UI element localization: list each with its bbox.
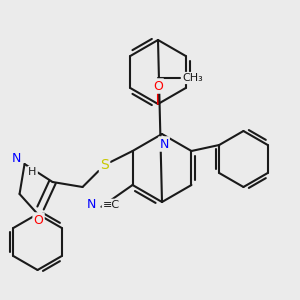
Text: O: O [34, 214, 44, 226]
Text: N: N [87, 198, 96, 211]
Text: CH₃: CH₃ [183, 73, 203, 83]
Text: N: N [159, 137, 169, 151]
Text: ≡C: ≡C [103, 200, 120, 210]
Text: H: H [28, 167, 37, 177]
Text: O: O [153, 80, 163, 92]
Text: S: S [100, 158, 109, 172]
Text: N: N [12, 152, 21, 166]
